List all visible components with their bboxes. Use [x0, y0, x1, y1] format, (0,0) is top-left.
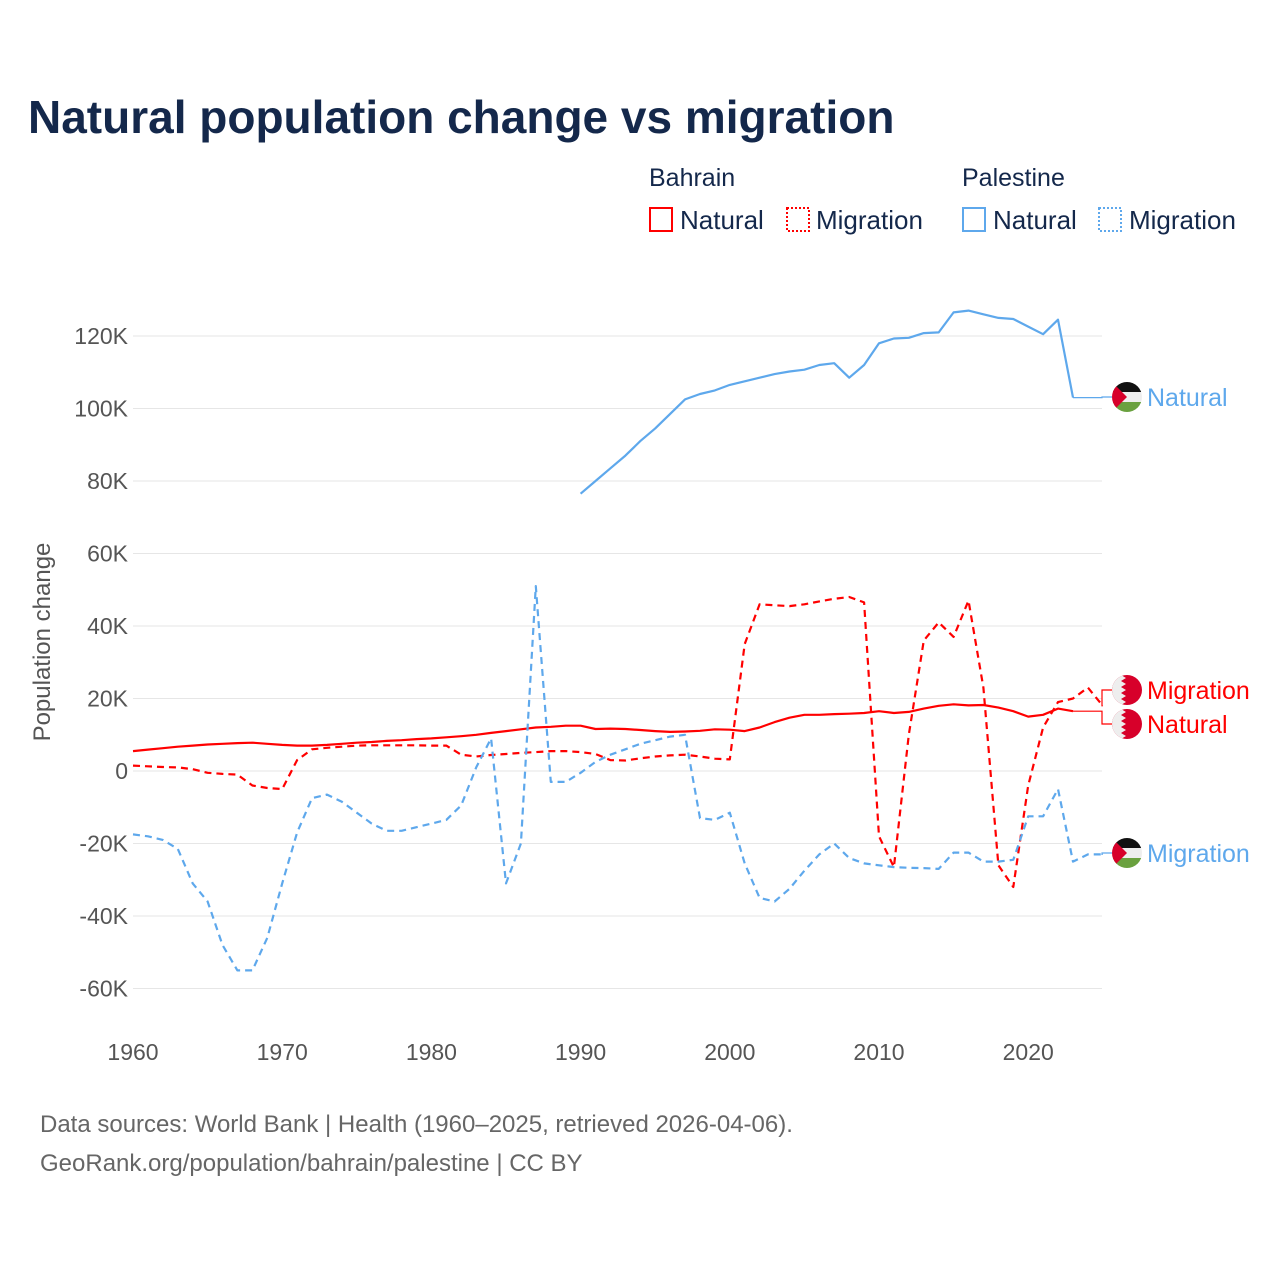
- flag-black: [1112, 382, 1142, 392]
- leader-line: [1101, 852, 1112, 855]
- x-tick-label: 1980: [406, 1039, 457, 1065]
- legend-swatch-bahrain-migration[interactable]: [786, 207, 810, 232]
- y-axis-label: Population change: [29, 543, 56, 742]
- series-line-palestine-natural: [579, 309, 1075, 495]
- x-tick-label: 2000: [704, 1039, 755, 1065]
- legend-label-palestine-natural[interactable]: Natural: [993, 205, 1077, 235]
- flag-body: [1112, 675, 1142, 705]
- y-tick-label: 60K: [87, 541, 129, 567]
- y-tick-label: 20K: [87, 686, 129, 712]
- end-label-palestine-natural: Natural: [1147, 384, 1228, 412]
- y-tick-label: 0: [115, 758, 128, 784]
- bahrain-flag-icon: [1112, 675, 1142, 705]
- x-tick-label: 1990: [555, 1039, 606, 1065]
- series-lines: [132, 309, 1104, 972]
- legend: Bahrain Palestine Natural Migration Natu…: [649, 164, 1236, 235]
- y-tick-label: -20K: [79, 831, 128, 857]
- footer-link[interactable]: GeoRank.org/population/bahrain/palestine…: [40, 1150, 583, 1177]
- series-line-palestine-migration: [132, 585, 1103, 972]
- flag-white: [1112, 675, 1126, 705]
- palestine-flag-icon: [1112, 838, 1142, 868]
- y-tick-label: 40K: [87, 613, 129, 639]
- x-tick-label: 1960: [107, 1039, 158, 1065]
- y-tick-label: -40K: [79, 903, 128, 929]
- legend-label-palestine-migration[interactable]: Migration: [1129, 205, 1236, 235]
- chart-title: Natural population change vs migration: [28, 91, 894, 143]
- flag-body: [1112, 838, 1142, 868]
- leader-line: [1072, 396, 1112, 399]
- series-line-bahrain-migration: [132, 595, 1104, 889]
- legend-label-bahrain-migration[interactable]: Migration: [816, 205, 923, 235]
- y-tick-label: -60K: [79, 976, 128, 1002]
- legend-swatch-palestine-natural[interactable]: [962, 207, 986, 232]
- series-line-bahrain-natural: [132, 703, 1074, 753]
- legend-swatch-palestine-migration[interactable]: [1098, 207, 1122, 232]
- palestine-flag-icon: [1112, 382, 1142, 412]
- flag-triangle: [1112, 382, 1127, 412]
- flag-body: [1112, 382, 1142, 412]
- legend-group-bahrain: Bahrain: [649, 164, 735, 192]
- legend-swatch-bahrain-natural[interactable]: [649, 207, 673, 232]
- x-tick-label: 2010: [853, 1039, 904, 1065]
- bahrain-flag-icon: [1112, 709, 1142, 739]
- x-tick-label: 2020: [1003, 1039, 1054, 1065]
- footer-sources: Data sources: World Bank | Health (1960–…: [40, 1111, 793, 1138]
- y-tick-label: 100K: [74, 396, 128, 422]
- flag-white: [1112, 709, 1126, 739]
- y-tick-label: 80K: [87, 468, 129, 494]
- flag-green: [1112, 402, 1142, 412]
- flag-body: [1112, 709, 1142, 739]
- end-label-bahrain-migration: Migration: [1147, 677, 1250, 705]
- gridlines: [133, 335, 1102, 989]
- x-axis: 1960 1970 1980 1990 2000 2010 2020: [107, 1039, 1053, 1065]
- legend-group-palestine: Palestine: [962, 164, 1065, 192]
- flag-black: [1112, 838, 1142, 848]
- x-tick-label: 1970: [257, 1039, 308, 1065]
- end-label-bahrain-natural: Natural: [1147, 711, 1228, 739]
- end-label-palestine-migration: Migration: [1147, 840, 1250, 868]
- y-axis: -60K -40K -20K 0 20K 40K 60K 80K 100K 120K: [74, 323, 128, 1002]
- leader-line: [1072, 710, 1112, 725]
- legend-label-bahrain-natural[interactable]: Natural: [680, 205, 764, 235]
- y-tick-label: 120K: [74, 323, 128, 349]
- flag-triangle: [1112, 838, 1127, 868]
- leader-line: [1101, 689, 1112, 707]
- end-labels: Natural Migration Natural Migration: [1072, 382, 1250, 868]
- flag-green: [1112, 858, 1142, 868]
